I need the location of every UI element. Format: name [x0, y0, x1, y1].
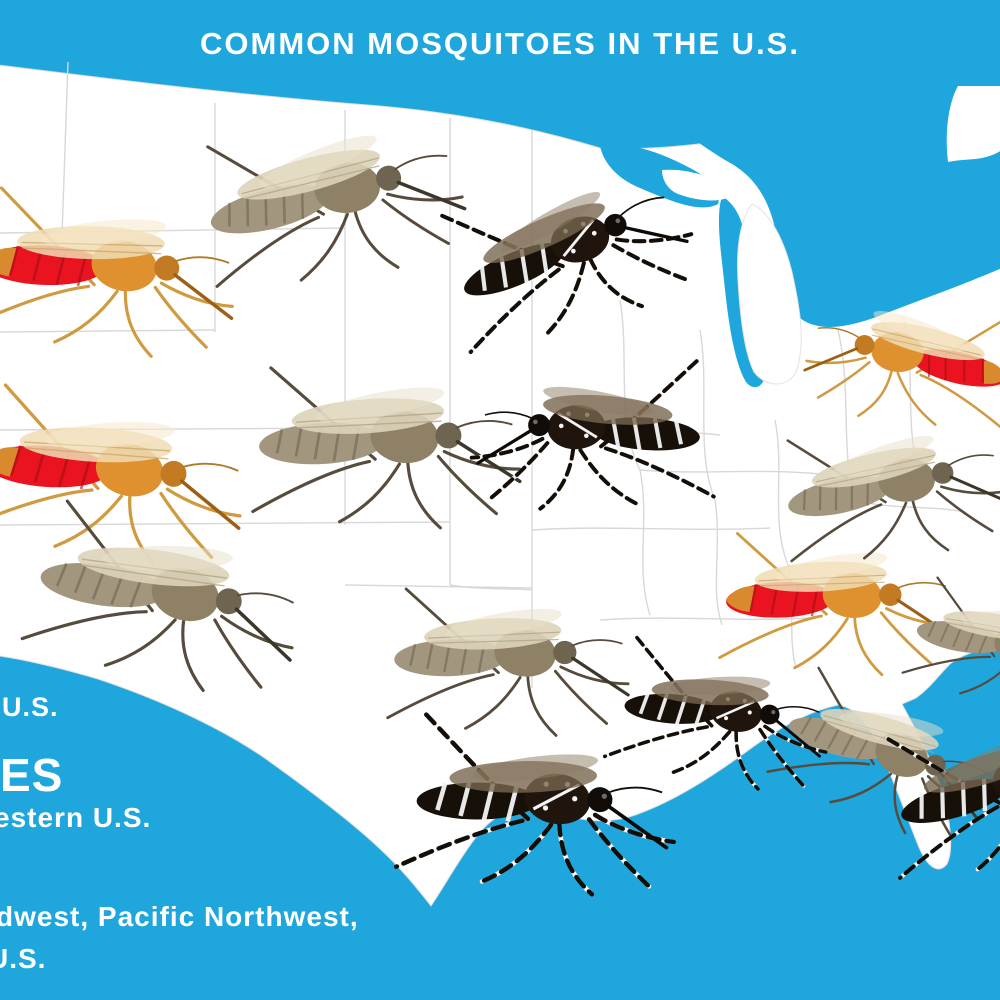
legend-fragment: estern U.S.: [0, 802, 152, 833]
michigan-mitt: [737, 203, 802, 385]
legend-fragment-heading: ES: [0, 749, 64, 801]
page-title: COMMON MOSQUITOES IN THE U.S.: [200, 26, 800, 61]
northeast-water: [636, 88, 1000, 327]
legend-fragment: dwest, Pacific Northwest,: [0, 901, 359, 932]
upper-peninsula: [662, 169, 736, 201]
legend-fragment: U.S.: [0, 943, 47, 974]
maine: [946, 86, 1000, 162]
legend-fragment: U.S.: [2, 692, 59, 722]
